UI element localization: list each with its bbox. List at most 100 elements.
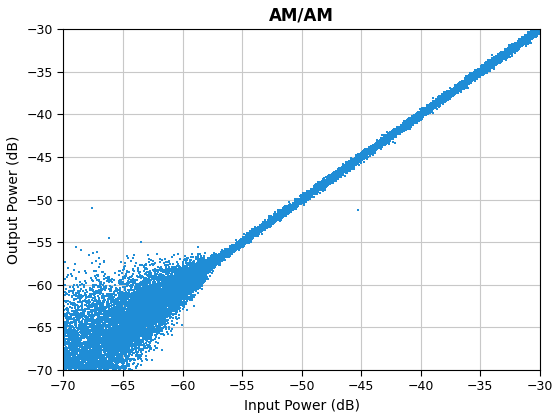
Point [194, 269, 203, 276]
Point [465, 76, 474, 83]
Point [468, 76, 477, 83]
Point [125, 334, 134, 341]
Point [139, 283, 148, 289]
Point [280, 213, 289, 220]
Point [531, 33, 540, 40]
Point [515, 40, 524, 47]
Point [490, 58, 499, 65]
Point [83, 342, 92, 349]
Point [60, 346, 69, 352]
Point [354, 155, 363, 161]
Point [67, 271, 76, 278]
Point [119, 292, 128, 299]
Point [432, 97, 441, 104]
Point [240, 240, 249, 247]
Point [306, 195, 315, 202]
Point [212, 257, 221, 264]
Point [348, 160, 357, 167]
Point [144, 326, 153, 333]
Point [371, 145, 380, 152]
Point [330, 171, 339, 178]
Point [455, 82, 464, 89]
Point [164, 282, 173, 289]
Point [341, 169, 350, 176]
Point [81, 297, 90, 303]
Point [249, 232, 258, 239]
Point [421, 106, 430, 113]
Point [457, 84, 466, 91]
Point [420, 108, 429, 115]
Point [82, 330, 91, 337]
Point [140, 282, 149, 289]
Point [184, 268, 193, 275]
Point [254, 226, 263, 233]
Point [60, 289, 69, 296]
Point [376, 138, 385, 144]
Point [186, 279, 195, 286]
Point [380, 134, 389, 141]
Point [136, 315, 145, 322]
Point [500, 50, 509, 56]
Point [137, 320, 146, 327]
Point [232, 242, 241, 249]
Point [468, 71, 477, 77]
Point [145, 330, 154, 336]
Point [510, 49, 519, 55]
Point [178, 294, 187, 300]
Point [144, 306, 153, 313]
Point [159, 309, 168, 316]
Point [77, 307, 86, 314]
Point [502, 50, 511, 56]
Point [384, 137, 393, 144]
Point [449, 87, 458, 93]
Point [134, 325, 143, 331]
Point [202, 260, 211, 267]
Point [445, 91, 454, 97]
Point [349, 158, 358, 164]
Point [454, 81, 463, 87]
Point [184, 273, 193, 280]
Point [164, 289, 173, 296]
Point [104, 337, 113, 344]
Point [158, 276, 167, 282]
Point [137, 321, 146, 328]
Point [271, 215, 280, 222]
Point [313, 186, 322, 192]
Point [169, 274, 178, 281]
Point [164, 300, 172, 307]
Point [332, 172, 340, 178]
Point [259, 221, 268, 228]
Point [101, 293, 110, 299]
Point [216, 251, 225, 258]
Point [96, 285, 105, 292]
Point [335, 168, 344, 175]
Point [199, 272, 208, 278]
Point [442, 94, 451, 101]
Point [67, 358, 76, 365]
Point [150, 268, 159, 275]
Point [449, 87, 458, 94]
Point [492, 56, 501, 63]
Point [196, 265, 205, 271]
Point [150, 268, 158, 275]
Point [176, 281, 185, 288]
Point [217, 246, 226, 253]
Point [86, 357, 95, 364]
Point [264, 220, 273, 227]
Point [83, 327, 92, 333]
Point [209, 259, 218, 265]
Point [87, 286, 96, 293]
Point [176, 268, 185, 275]
Point [166, 295, 175, 302]
Point [393, 130, 402, 137]
Point [63, 320, 72, 327]
Point [190, 303, 199, 310]
Point [465, 70, 474, 76]
Point [102, 324, 111, 331]
Point [213, 257, 222, 264]
Point [427, 102, 436, 109]
Point [486, 62, 495, 68]
Point [109, 323, 118, 330]
Point [163, 273, 172, 280]
Point [130, 312, 139, 319]
